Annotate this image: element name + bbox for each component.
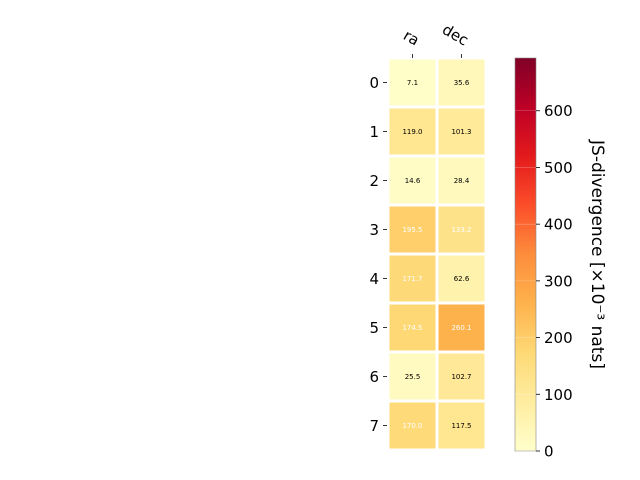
heatmap-cell bbox=[438, 255, 485, 302]
row-tick-label: 5 bbox=[369, 319, 379, 337]
colorbar-tick-label: 600 bbox=[544, 102, 573, 120]
row-tick-labels: 0 1 2 3 4 5 6 7 bbox=[369, 74, 387, 435]
colorbar-label: JS-divergence [×10⁻³ nats] bbox=[587, 139, 607, 369]
heatmap-cell bbox=[389, 59, 436, 106]
cell-value-label: 28.4 bbox=[454, 177, 470, 185]
cell-value-label: 117.5 bbox=[451, 422, 471, 430]
row-tick-label: 2 bbox=[369, 172, 379, 190]
heatmap-cell bbox=[389, 255, 436, 302]
row-tick-label: 1 bbox=[369, 123, 379, 141]
cell-value-label: 174.5 bbox=[402, 324, 422, 332]
colorbar-tick-label: 100 bbox=[544, 386, 573, 404]
cell-value-label: 260.1 bbox=[451, 324, 471, 332]
heatmap-cell bbox=[389, 402, 436, 449]
row-tick-label: 4 bbox=[369, 270, 379, 288]
row-tick-label: 6 bbox=[369, 368, 379, 386]
cell-value-label: 195.5 bbox=[402, 226, 422, 234]
colorbar-tick-label: 0 bbox=[544, 443, 554, 461]
heatmap-cell bbox=[438, 108, 485, 155]
heatmap-cell bbox=[389, 108, 436, 155]
cell-value-label: 35.6 bbox=[454, 79, 470, 87]
heatmap-cells: 7.1 35.6 119.0 101.3 14.6 28.4 195.5 133.2 171.7… bbox=[389, 59, 485, 449]
heatmap-cell bbox=[438, 304, 485, 351]
heatmap-cell bbox=[438, 206, 485, 253]
cell-value-label: 119.0 bbox=[402, 128, 422, 136]
heatmap-cell bbox=[438, 157, 485, 204]
colorbar-tick-label: 200 bbox=[544, 329, 573, 347]
cell-value-label: 102.7 bbox=[451, 373, 471, 381]
heatmap-cell bbox=[389, 157, 436, 204]
cell-value-label: 25.5 bbox=[405, 373, 421, 381]
colorbar: 0 100 200 300 400 500 600 JS-divergence [×10⁻³ … bbox=[514, 57, 607, 461]
cell-value-label: 171.7 bbox=[402, 275, 422, 283]
cell-value-label: 62.6 bbox=[454, 275, 470, 283]
colorbar-tick-label: 500 bbox=[544, 159, 573, 177]
heatmap-cell bbox=[389, 206, 436, 253]
row-tick-label: 3 bbox=[369, 221, 379, 239]
cell-value-label: 101.3 bbox=[451, 128, 471, 136]
column-tick-label: dec bbox=[439, 20, 471, 49]
row-tick-label: 0 bbox=[369, 74, 379, 92]
row-tick-label: 7 bbox=[369, 417, 379, 435]
cell-value-label: 133.2 bbox=[451, 226, 471, 234]
heatmap-cell bbox=[438, 353, 485, 400]
cell-value-label: 170.0 bbox=[402, 422, 422, 430]
cell-value-label: 7.1 bbox=[407, 79, 418, 87]
column-tick-labels: ra dec bbox=[400, 20, 472, 58]
heatmap-cell bbox=[389, 353, 436, 400]
heatmap-cell bbox=[438, 402, 485, 449]
colorbar-gradient bbox=[514, 57, 537, 452]
heatmap-cell bbox=[438, 59, 485, 106]
heatmap-cell bbox=[389, 304, 436, 351]
column-tick-label: ra bbox=[400, 26, 422, 49]
colorbar-tick-label: 400 bbox=[544, 216, 573, 234]
colorbar-tick-label: 300 bbox=[544, 272, 573, 290]
cell-value-label: 14.6 bbox=[405, 177, 421, 185]
